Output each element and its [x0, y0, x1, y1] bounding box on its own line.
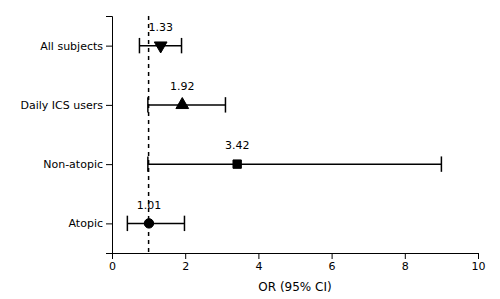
ci-line — [127, 223, 184, 225]
x-axis-line — [113, 254, 479, 260]
ci-line — [148, 163, 442, 165]
x-tick-label: 8 — [402, 260, 409, 273]
ci-cap-upper — [181, 38, 183, 53]
marks — [127, 16, 441, 253]
y-tick-mark — [106, 105, 112, 106]
x-tick-label: 2 — [182, 260, 189, 273]
x-tick-label: 10 — [472, 260, 486, 273]
data-label: 1.01 — [137, 199, 162, 212]
ci-cap-lower — [147, 156, 149, 171]
x-tick: 6 — [329, 253, 336, 273]
x-tick: 8 — [402, 253, 409, 273]
x-tick: 0 — [109, 253, 116, 273]
data-labels: 1.33 1.92 3.42 1.01 — [137, 21, 250, 212]
y-tick: Daily ICS users — [21, 99, 112, 112]
reference-line — [148, 16, 150, 253]
y-tick: Non-atopic — [43, 158, 112, 171]
ci-cap-lower — [147, 97, 149, 112]
y-axis: All subjects Daily ICS users Non-atopic Ato… — [21, 17, 113, 254]
x-tick-mark — [405, 253, 406, 259]
x-tick: 2 — [182, 253, 189, 273]
point-marker — [233, 160, 241, 168]
x-tick-mark — [258, 253, 259, 259]
y-tick-label: Atopic — [69, 217, 103, 230]
data-label: 1.92 — [170, 80, 195, 93]
point-marker — [154, 42, 167, 53]
y-tick-label: Non-atopic — [43, 158, 103, 171]
x-tick-mark — [478, 253, 479, 259]
data-label: 3.42 — [225, 139, 250, 152]
x-tick: 10 — [472, 253, 486, 273]
x-tick-mark — [332, 253, 333, 259]
point-marker — [176, 98, 189, 109]
ci-cap-lower — [139, 38, 141, 53]
chart: 0 2 4 6 8 10 All subjects Daily ICS users Non-at… — [0, 0, 500, 299]
data-label: 1.33 — [148, 21, 173, 34]
x-tick-mark — [185, 253, 186, 259]
ci-cap-upper — [441, 156, 443, 171]
x-tick-label: 0 — [109, 260, 116, 273]
plot: 0 2 4 6 8 10 All subjects Daily ICS users Non-at… — [21, 16, 486, 294]
x-axis: 0 2 4 6 8 10 — [109, 253, 486, 273]
y-tick-label: All subjects — [40, 40, 103, 53]
y-tick-mark — [106, 46, 112, 47]
y-tick-mark — [106, 164, 112, 165]
ci-cap-lower — [127, 216, 129, 231]
ci-cap-upper — [225, 97, 227, 112]
x-tick: 4 — [255, 253, 262, 273]
y-tick: Atopic — [69, 217, 112, 230]
ci-cap-upper — [184, 216, 186, 231]
y-tick-mark — [106, 223, 112, 224]
point-marker — [144, 219, 153, 228]
x-tick-label: 4 — [255, 260, 262, 273]
x-axis-title: OR (95% CI) — [258, 280, 331, 294]
y-tick-label: Daily ICS users — [21, 99, 104, 112]
x-tick-label: 6 — [329, 260, 336, 273]
y-axis-line — [106, 17, 113, 254]
y-tick: All subjects — [40, 40, 112, 53]
